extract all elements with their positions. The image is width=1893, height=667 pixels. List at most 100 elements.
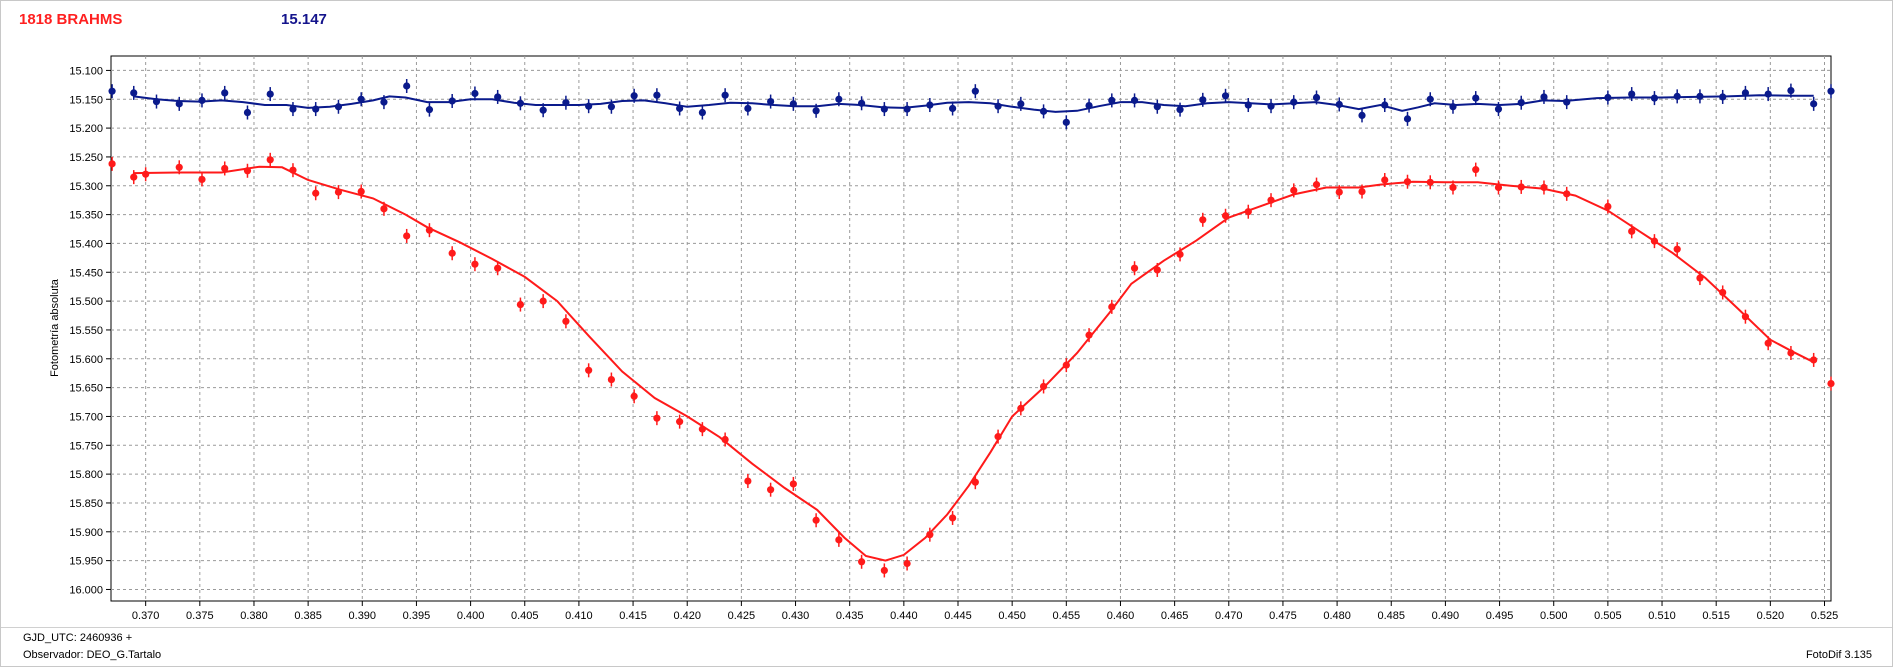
y-tick-label: 15.600 — [69, 354, 103, 366]
target-data-point — [1563, 190, 1571, 198]
comparison-data-point — [1403, 115, 1412, 123]
target-data-point — [1517, 183, 1525, 191]
target-data-point — [1312, 181, 1321, 189]
target-data-point — [1130, 264, 1139, 272]
comparison-data-point — [789, 100, 797, 108]
target-data-point — [1628, 227, 1636, 235]
target-data-point — [1472, 166, 1480, 174]
comparison-data-point — [1221, 92, 1230, 100]
target-data-point — [1153, 266, 1161, 274]
target-data-point — [175, 163, 183, 171]
target-data-point — [1062, 361, 1070, 369]
y-axis-label: Fotometría absoluta — [49, 278, 61, 377]
comparison-data-point — [585, 102, 593, 110]
target-fit-curve — [133, 165, 1815, 562]
y-tick-label: 15.350 — [69, 210, 103, 222]
target-data-point — [1449, 183, 1457, 192]
comparison-data-point — [1312, 93, 1321, 102]
x-tick-label: 0.375 — [186, 610, 214, 622]
comparison-data-point — [1267, 102, 1275, 110]
y-axis-ticks: 15.100 15.150 15.200 15.250 15.300 15.350 15.4… — [69, 65, 111, 596]
comparison-data-point — [494, 93, 502, 101]
target-data-point — [1244, 208, 1252, 216]
target-data-point — [130, 173, 138, 181]
x-tick-label: 0.515 — [1702, 610, 1730, 622]
target-data-point — [676, 418, 684, 426]
comparison-data-point — [721, 91, 729, 99]
x-tick-label: 0.410 — [565, 610, 593, 622]
comparison-data-point — [994, 102, 1002, 110]
target-data-point — [142, 170, 150, 178]
comparison-data-point — [1085, 101, 1093, 110]
comparison-data-point — [1176, 106, 1184, 114]
y-tick-label: 15.300 — [69, 181, 103, 193]
target-data-point — [1199, 216, 1207, 224]
target-data-point — [1358, 187, 1366, 196]
target-data-point — [789, 480, 797, 488]
comparison-data-point — [1130, 96, 1139, 105]
comparison-data-point — [676, 104, 684, 113]
comparison-data-point — [1244, 101, 1252, 109]
comparison-data-point — [630, 92, 638, 100]
footer-divider — [1, 627, 1892, 628]
y-tick-label: 15.750 — [69, 440, 103, 452]
target-data-point — [1787, 349, 1795, 357]
target-data-point — [767, 486, 775, 494]
y-tick-label: 16.000 — [69, 584, 103, 596]
y-tick-label: 15.850 — [69, 498, 103, 510]
target-data-point — [334, 188, 343, 196]
target-data-point — [403, 232, 411, 240]
x-tick-label: 0.445 — [944, 610, 972, 622]
target-data-point — [1335, 188, 1343, 196]
x-tick-label: 0.465 — [1161, 610, 1189, 622]
comparison-magnitude-label: 15.147 — [281, 11, 327, 28]
y-tick-label: 15.800 — [69, 469, 103, 481]
x-axis-ticks: 0.370 0.375 0.380 0.385 0.390 0.395 0.400 0.405… — [132, 601, 1838, 622]
target-data-point — [744, 477, 752, 485]
target-data-point — [198, 175, 206, 184]
target-data-point — [425, 226, 434, 234]
target-data-point — [221, 164, 229, 173]
x-tick-label: 0.380 — [240, 610, 268, 622]
target-data-point — [903, 559, 911, 568]
object-name-title: 1818 BRAHMS — [19, 11, 123, 28]
target-data-point — [1381, 176, 1389, 184]
comparison-data-point — [1563, 98, 1571, 106]
comparison-data-point — [448, 97, 456, 105]
target-data-point — [312, 189, 320, 197]
comparison-data-point — [835, 95, 843, 103]
comparison-data-point — [334, 103, 343, 111]
target-data-point — [1039, 382, 1048, 391]
comparison-data-point — [1764, 90, 1772, 98]
comparison-data-point — [1540, 93, 1548, 101]
target-data-point — [1741, 313, 1750, 321]
target-data-point — [653, 414, 661, 422]
comparison-data-point — [1604, 93, 1612, 102]
comparison-data-point — [607, 103, 616, 111]
comparison-fit-curve — [133, 94, 1814, 113]
target-data-point — [1764, 339, 1772, 347]
comparison-data-point — [1381, 101, 1389, 109]
target-data-point — [926, 531, 934, 539]
target-data-point — [994, 433, 1002, 441]
target-data-point — [494, 264, 502, 272]
target-data-point — [1810, 356, 1818, 364]
comparison-data-point — [948, 104, 957, 113]
comparison-data-point — [1696, 92, 1704, 100]
target-data-point — [1426, 178, 1434, 186]
comparison-data-point — [130, 89, 138, 97]
target-data-point — [243, 167, 252, 175]
target-data-point — [380, 205, 388, 213]
target-data-point — [1650, 237, 1659, 245]
x-tick-label: 0.425 — [728, 610, 756, 622]
target-data-point — [971, 478, 979, 486]
comparison-data-point — [108, 87, 116, 95]
x-tick-label: 0.390 — [349, 610, 377, 622]
comparison-data-point — [380, 98, 388, 106]
comparison-data-point — [880, 105, 888, 113]
x-tick-label: 0.400 — [457, 610, 485, 622]
comparison-data-point — [1199, 96, 1207, 104]
comparison-data-point — [903, 105, 911, 113]
comparison-data-point — [1358, 111, 1366, 120]
